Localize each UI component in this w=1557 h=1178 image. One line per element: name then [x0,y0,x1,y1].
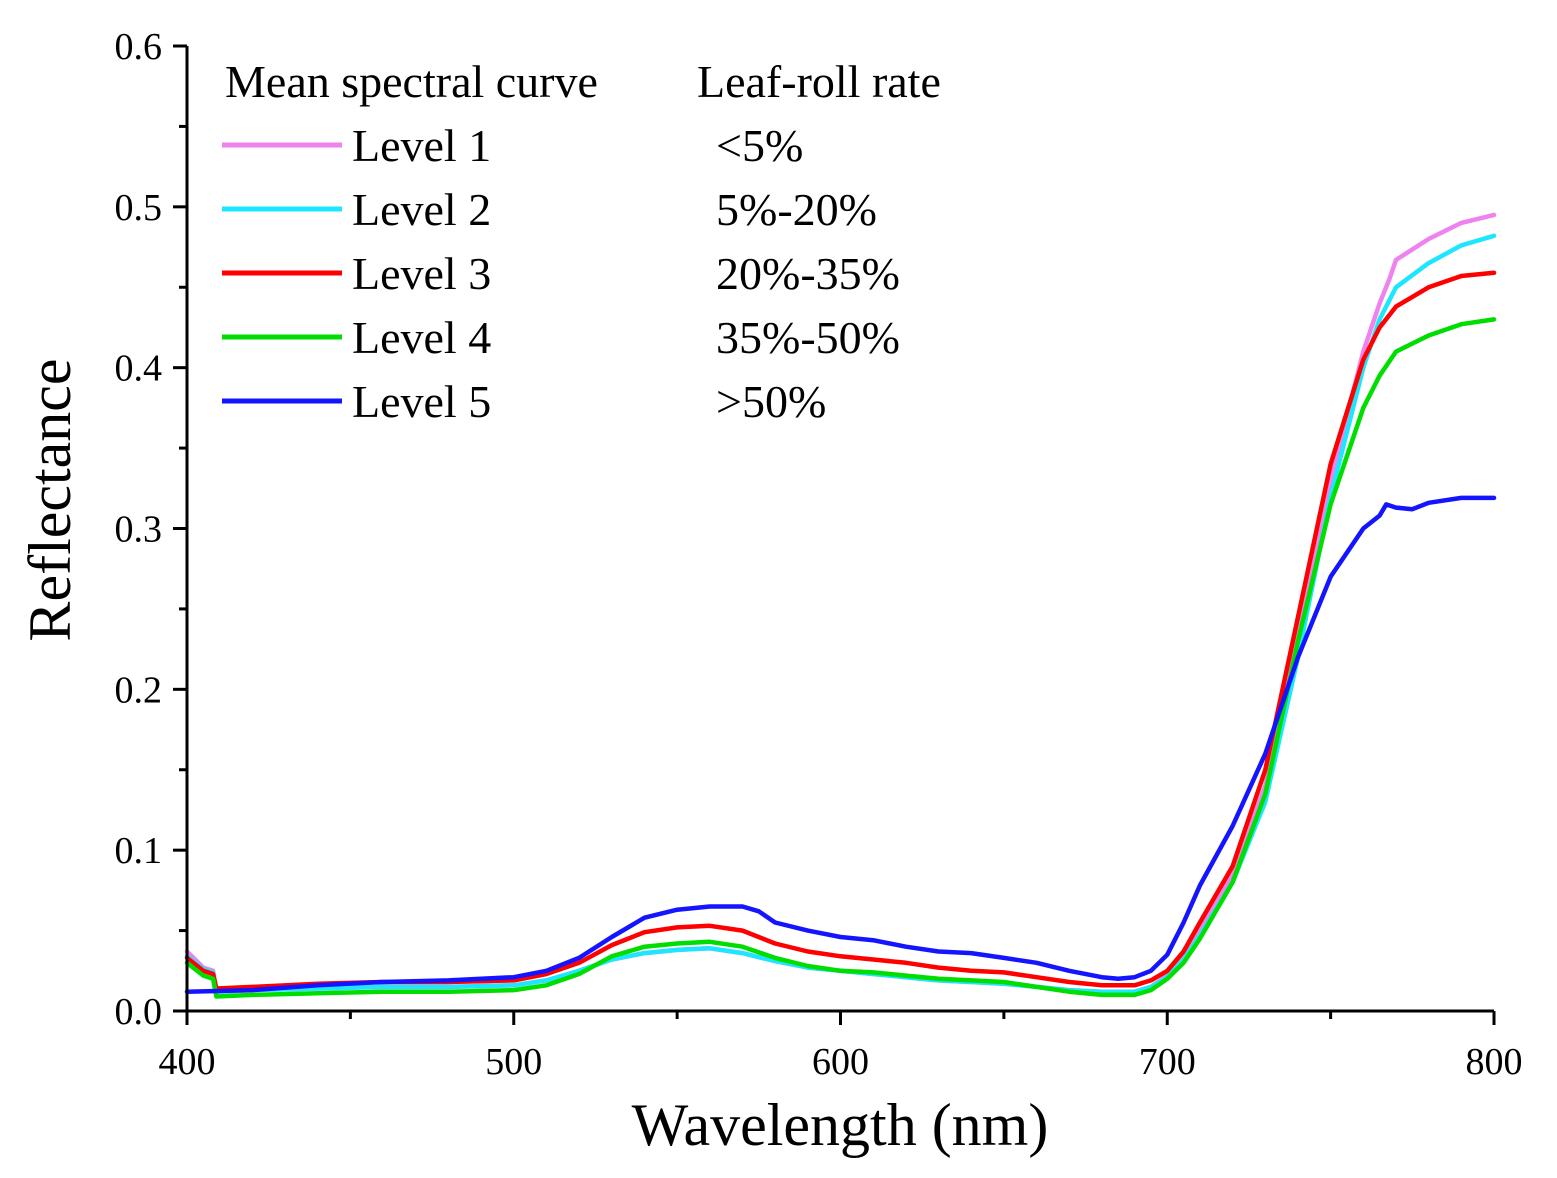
legend-label-level-1: Level 1 [352,120,491,171]
y-tick-label: 0.2 [115,669,163,711]
legend-header-rate: Leaf-roll rate [697,56,941,107]
legend-label-level-2: Level 2 [352,184,491,235]
y-tick-label: 0.1 [115,830,163,872]
y-tick-label: 0.6 [115,26,163,68]
y-tick-label: 0.5 [115,187,163,229]
y-tick-label: 0.4 [115,348,163,390]
legend: Mean spectral curve Leaf-roll rate Level 1… [222,56,941,427]
y-ticks: 0.0 0.1 0.2 0.3 0.4 0.5 0.6 [115,26,187,1033]
y-tick-label: 0.3 [115,509,163,551]
legend-rate-level-2: 5%-20% [716,184,877,235]
x-tick-label: 600 [812,1041,869,1083]
legend-rate-level-3: 20%-35% [716,248,900,299]
x-tick-label: 800 [1466,1041,1523,1083]
plot-lines [184,212,1497,999]
x-tick-label: 500 [485,1041,542,1083]
series-line-level-4 [184,317,1497,999]
x-tick-label: 400 [159,1041,216,1083]
legend-header-series: Mean spectral curve [225,56,598,107]
legend-rate-level-1: <5% [716,120,803,171]
x-axis-title: Wavelength (nm) [632,1092,1049,1158]
y-tick-label: 0.0 [115,991,163,1033]
y-axis-title: Reflectance [17,358,83,641]
legend-label-level-5: Level 5 [352,376,491,427]
legend-label-level-4: Level 4 [352,312,491,363]
x-tick-label: 700 [1139,1041,1196,1083]
series-line-level-5 [184,495,1497,994]
legend-label-level-3: Level 3 [352,248,491,299]
legend-rate-level-5: >50% [716,376,826,427]
legend-rate-level-4: 35%-50% [716,312,900,363]
x-ticks: 400 500 600 700 800 [159,1011,1523,1083]
